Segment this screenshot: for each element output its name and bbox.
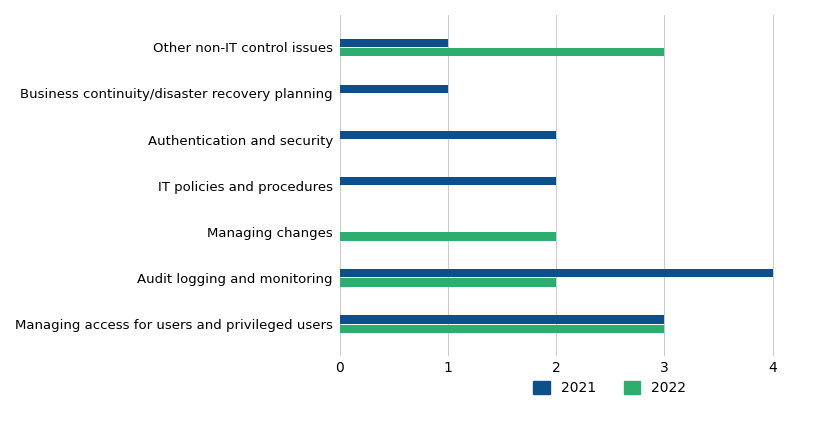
Legend: 2021, 2022: 2021, 2022: [527, 376, 691, 400]
Bar: [339, 48, 663, 56]
Bar: [339, 269, 771, 278]
Bar: [339, 177, 555, 185]
Bar: [339, 85, 447, 93]
Bar: [339, 315, 663, 324]
Bar: [339, 278, 555, 287]
Bar: [339, 131, 555, 139]
Bar: [339, 324, 663, 333]
Bar: [339, 38, 447, 47]
Bar: [339, 232, 555, 240]
